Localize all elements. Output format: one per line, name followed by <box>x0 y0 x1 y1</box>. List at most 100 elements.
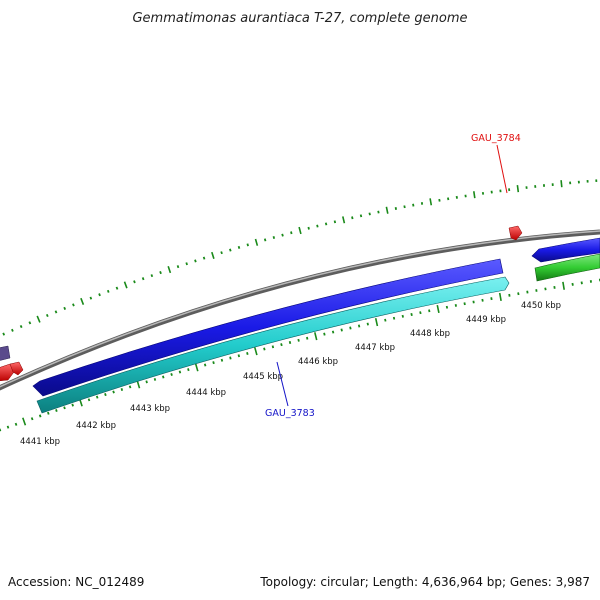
inner-tick <box>95 395 99 399</box>
inner-tick <box>271 345 275 349</box>
outer-tick <box>89 296 93 300</box>
inner-tick <box>490 297 493 301</box>
outer-tick <box>307 226 310 230</box>
outer-tick <box>254 238 259 246</box>
outer-tick <box>141 277 145 281</box>
outer-tick <box>150 274 154 278</box>
inner-tick <box>436 304 440 314</box>
outer-tick <box>560 180 563 188</box>
inner-tick <box>120 387 124 391</box>
inner-tick <box>498 292 502 302</box>
inner-tick <box>237 354 241 358</box>
cds-green-right[interactable] <box>534 253 600 282</box>
cds-forward-track <box>32 237 600 397</box>
inner-tick <box>162 375 165 379</box>
outer-tick <box>394 207 397 210</box>
outer-tick <box>80 297 85 305</box>
outer-tick <box>237 245 241 249</box>
tick-labels: 4441 kbp 4442 kbp 4443 kbp 4444 kbp 4445 kbp… <box>20 301 561 447</box>
outer-tick <box>324 222 328 226</box>
accession-text: Accession: NC_012489 <box>8 575 144 589</box>
tick-label: 4446 kbp <box>298 357 338 367</box>
inner-tick <box>392 316 396 320</box>
tick-label: 4448 kbp <box>410 329 450 339</box>
outer-tick <box>63 306 67 310</box>
inner-tick <box>410 312 413 317</box>
inner-tick <box>517 292 520 296</box>
outer-tick <box>229 248 232 252</box>
inner-tick <box>229 356 232 360</box>
outer-tick <box>167 266 172 274</box>
gene-label-gau-3783[interactable]: GAU_3783 <box>265 361 315 419</box>
inner-tick <box>331 330 335 334</box>
outer-tick <box>298 226 302 235</box>
gene-label-text-gau-3783: GAU_3783 <box>265 408 315 419</box>
marker-left-1[interactable] <box>0 363 15 382</box>
outer-tick <box>412 203 415 207</box>
cds-reverse-long[interactable] <box>36 276 510 414</box>
inner-tick <box>419 311 422 315</box>
outer-tick <box>385 206 389 214</box>
cds-forward-long[interactable] <box>32 258 504 397</box>
inner-tick <box>374 318 379 327</box>
outer-tick <box>159 270 162 275</box>
outer-tick <box>220 251 223 255</box>
inner-tick <box>38 414 42 418</box>
outer-tick <box>429 198 433 206</box>
inner-tick <box>6 425 10 429</box>
tick-label: 4449 kbp <box>466 315 506 325</box>
cds-forward-right[interactable] <box>531 237 600 263</box>
marker-group <box>0 225 523 382</box>
inner-tick <box>178 370 182 374</box>
marker-gau-3784[interactable] <box>508 225 523 241</box>
outer-tick <box>72 303 75 307</box>
cds-reverse-track <box>36 276 510 414</box>
inner-tick <box>136 380 141 389</box>
inner-tick <box>562 281 565 290</box>
outer-tick <box>447 197 450 201</box>
tick-label: 4445 kbp <box>243 372 283 382</box>
gene-label-text-gau-3784: GAU_3784 <box>471 133 521 144</box>
inner-tick <box>280 343 283 347</box>
outer-tick <box>176 265 180 269</box>
inner-tick <box>170 373 173 376</box>
outer-tick <box>11 328 14 332</box>
outer-tick <box>290 231 293 235</box>
inner-tick <box>220 358 224 362</box>
outer-tick <box>403 205 406 209</box>
inner-tick <box>306 336 309 340</box>
inner-tick <box>454 304 457 307</box>
tick-label: 4450 kbp <box>521 301 561 311</box>
inner-tick <box>145 380 148 384</box>
outer-tick <box>368 212 371 216</box>
marker-left-2[interactable] <box>9 361 24 376</box>
outer-tick <box>377 210 380 214</box>
inner-tick <box>153 377 157 381</box>
inner-tick <box>194 363 199 372</box>
inner-tick <box>47 411 50 415</box>
outer-tick <box>106 289 110 293</box>
inner-tick <box>445 305 449 309</box>
outer-tick <box>281 233 284 237</box>
inner-tick <box>22 417 27 426</box>
gene-label-gau-3784[interactable]: GAU_3784 <box>471 133 521 194</box>
outer-tick <box>115 286 119 290</box>
tick-label: 4444 kbp <box>186 388 226 398</box>
outer-tick <box>473 191 476 199</box>
outer-tick <box>246 243 249 247</box>
outer-tick <box>54 310 58 314</box>
inner-tick <box>544 287 547 291</box>
tick-label: 4443 kbp <box>130 404 170 414</box>
inner-tick <box>580 281 583 285</box>
outer-tick <box>98 293 101 297</box>
inner-tick <box>187 368 190 372</box>
inner-tick <box>384 318 387 322</box>
inner-tick <box>112 390 115 394</box>
inner-tick <box>203 363 207 367</box>
inner-tick <box>463 302 466 306</box>
marker-left-purple[interactable] <box>0 345 11 361</box>
outer-tick <box>185 262 188 266</box>
inner-tick <box>340 328 343 332</box>
outer-tick <box>316 224 319 228</box>
